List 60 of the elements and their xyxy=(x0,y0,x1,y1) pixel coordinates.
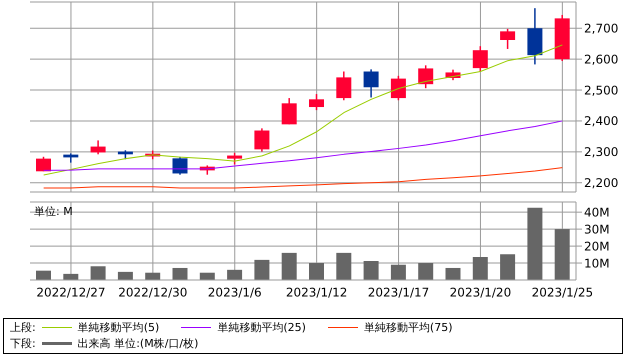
candlestick xyxy=(63,152,78,164)
legend-label: 単純移動平均(5) xyxy=(76,320,160,334)
y-tick-label: 2,700 xyxy=(584,22,618,36)
candlestick xyxy=(364,68,379,98)
bar xyxy=(254,260,270,280)
bar xyxy=(554,229,570,280)
candlestick xyxy=(282,97,297,126)
candlestick xyxy=(36,156,51,172)
bar xyxy=(390,264,406,280)
candlestick xyxy=(500,28,516,50)
x-tick-label: 2023/1/17 xyxy=(368,286,430,300)
bar xyxy=(63,274,78,280)
y-tick-label: 2,400 xyxy=(584,114,618,128)
y-tick-label: 2,600 xyxy=(584,52,618,66)
candlestick xyxy=(472,45,488,72)
x-tick-label: 2023/1/6 xyxy=(208,286,262,300)
bar xyxy=(446,268,460,280)
legend-label: 単純移動平均(25) xyxy=(216,320,306,334)
bar xyxy=(145,272,160,280)
bar xyxy=(227,270,242,280)
line-series xyxy=(43,44,563,176)
candlestick xyxy=(172,156,188,176)
bar xyxy=(336,252,352,280)
candlestick xyxy=(309,93,324,111)
annotation: 単位: M xyxy=(34,204,73,219)
x-tick-label: 2023/1/25 xyxy=(532,286,594,300)
legend-label: 単純移動平均(75) xyxy=(362,320,452,334)
bar xyxy=(418,263,434,280)
legend-title: 下段: xyxy=(10,336,36,350)
bar xyxy=(309,263,324,280)
line-series xyxy=(43,167,563,188)
bar xyxy=(500,254,516,280)
legend-title: 上段: xyxy=(10,320,36,334)
candlestick xyxy=(418,64,434,89)
legend-label: 出来高 単位:(M株/口/枚) xyxy=(76,336,198,350)
x-tick-label: 2022/12/30 xyxy=(118,286,188,300)
y-tick-label: 2,500 xyxy=(584,83,618,98)
y-tick-label: 2,200 xyxy=(584,176,618,190)
y-tick-label: 20M xyxy=(584,239,610,254)
x-tick-label: 2023/1/12 xyxy=(286,286,348,300)
y-tick-label: 2,300 xyxy=(584,145,618,160)
bar xyxy=(200,272,215,280)
x-tick-label: 2023/1/20 xyxy=(450,286,512,300)
bar xyxy=(282,252,297,280)
y-tick-label: 40M xyxy=(584,205,610,220)
candlestick xyxy=(254,128,270,152)
bar xyxy=(90,266,106,280)
candlestick xyxy=(336,70,352,101)
x-tick-label: 2022/12/27 xyxy=(36,286,106,300)
bar xyxy=(118,272,133,280)
bar xyxy=(472,256,488,280)
candlestick xyxy=(90,140,106,156)
bar xyxy=(364,261,379,280)
y-tick-label: 10M xyxy=(584,256,610,270)
bar xyxy=(527,208,542,280)
y-tick-label: 30M xyxy=(584,222,610,236)
bar xyxy=(172,268,188,280)
bar xyxy=(36,270,51,280)
candlestick xyxy=(390,75,406,101)
candlestick xyxy=(227,152,242,166)
